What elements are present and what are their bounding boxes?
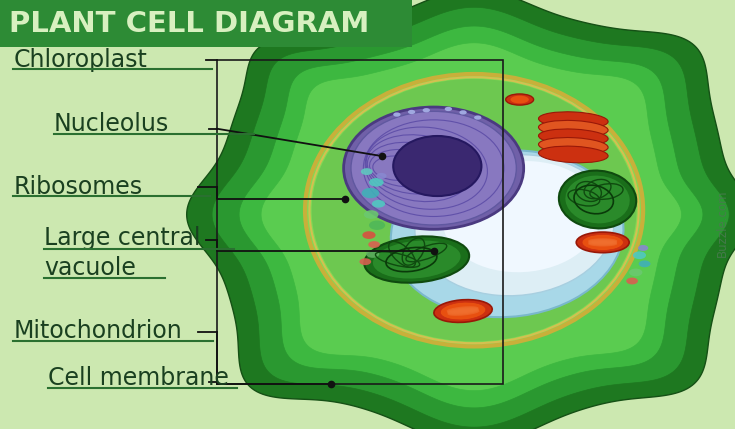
Circle shape <box>474 115 481 120</box>
Ellipse shape <box>588 242 617 247</box>
Text: Ribosomes: Ribosomes <box>13 175 143 199</box>
Ellipse shape <box>312 79 637 341</box>
Circle shape <box>629 269 642 276</box>
Ellipse shape <box>442 161 601 272</box>
Text: Chloroplast: Chloroplast <box>13 48 147 72</box>
Ellipse shape <box>539 138 608 154</box>
Text: Cell membrane: Cell membrane <box>48 366 229 390</box>
Ellipse shape <box>365 236 469 283</box>
Circle shape <box>361 168 373 175</box>
Circle shape <box>359 258 371 265</box>
Ellipse shape <box>564 175 631 224</box>
Ellipse shape <box>511 96 529 103</box>
Ellipse shape <box>448 309 479 316</box>
Circle shape <box>376 173 387 179</box>
Circle shape <box>626 278 638 284</box>
Bar <box>217 60 503 384</box>
Circle shape <box>364 210 379 219</box>
Ellipse shape <box>391 151 623 317</box>
Circle shape <box>393 112 401 117</box>
Ellipse shape <box>588 240 617 245</box>
Circle shape <box>366 250 379 258</box>
Ellipse shape <box>559 171 637 228</box>
Ellipse shape <box>440 302 486 320</box>
Ellipse shape <box>539 129 608 145</box>
Circle shape <box>423 108 430 112</box>
Circle shape <box>639 260 650 267</box>
Ellipse shape <box>576 232 629 253</box>
Ellipse shape <box>303 73 645 347</box>
Text: Nucleolus: Nucleolus <box>54 112 169 136</box>
Ellipse shape <box>588 239 617 245</box>
Ellipse shape <box>539 146 608 163</box>
Circle shape <box>408 110 415 114</box>
Ellipse shape <box>447 306 478 313</box>
Text: Buzzle.com: Buzzle.com <box>716 189 729 257</box>
Circle shape <box>369 221 385 230</box>
Polygon shape <box>261 43 681 391</box>
Circle shape <box>362 188 379 198</box>
Ellipse shape <box>588 238 617 243</box>
Circle shape <box>368 241 380 248</box>
Circle shape <box>372 200 385 208</box>
Ellipse shape <box>415 155 614 296</box>
Circle shape <box>369 178 384 187</box>
Circle shape <box>445 107 452 111</box>
Ellipse shape <box>539 121 608 137</box>
Ellipse shape <box>434 299 492 323</box>
Text: PLANT CELL DIAGRAM: PLANT CELL DIAGRAM <box>9 9 369 38</box>
Circle shape <box>638 245 648 251</box>
Text: Large central: Large central <box>44 226 201 250</box>
Circle shape <box>362 231 376 239</box>
Ellipse shape <box>372 240 462 279</box>
Ellipse shape <box>506 94 534 105</box>
Polygon shape <box>187 0 735 429</box>
Text: vacuole: vacuole <box>44 256 136 280</box>
FancyBboxPatch shape <box>0 0 412 47</box>
Text: Mitochondrion: Mitochondrion <box>13 319 182 343</box>
Ellipse shape <box>448 308 479 315</box>
Ellipse shape <box>343 107 523 229</box>
Polygon shape <box>239 26 703 408</box>
Circle shape <box>459 110 467 115</box>
Ellipse shape <box>447 307 478 314</box>
Ellipse shape <box>393 136 481 196</box>
Ellipse shape <box>539 112 608 128</box>
Ellipse shape <box>351 112 516 225</box>
Ellipse shape <box>582 234 623 251</box>
Circle shape <box>633 251 646 259</box>
Polygon shape <box>212 7 729 427</box>
